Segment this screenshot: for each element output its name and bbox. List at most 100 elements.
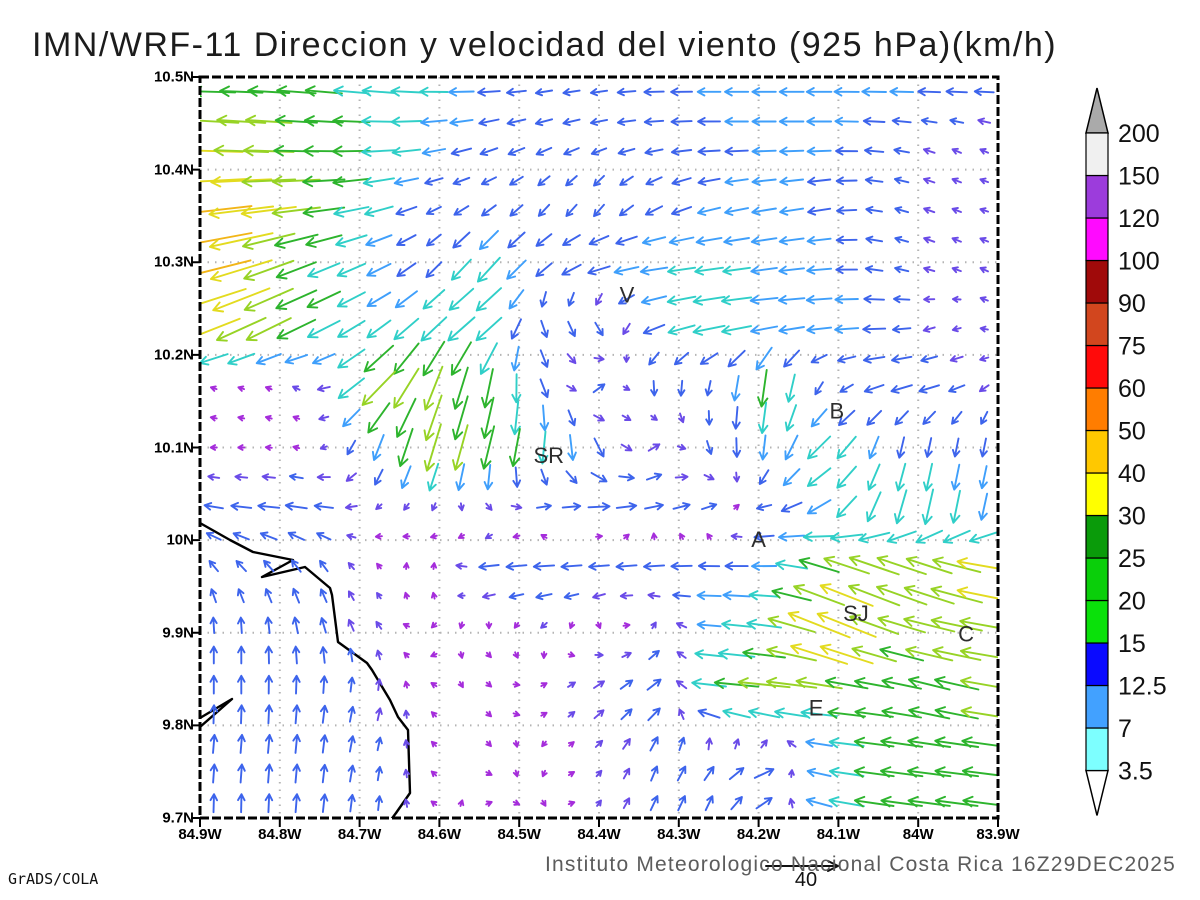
wind-arrow — [920, 355, 939, 364]
legend-over-arrow — [1085, 87, 1109, 134]
wind-arrow — [393, 177, 420, 187]
wind-arrow — [675, 621, 688, 629]
wind-arrow — [839, 383, 854, 393]
wind-arrow — [567, 800, 576, 807]
wind-arrow — [877, 615, 926, 634]
wind-arrow — [290, 559, 302, 573]
wind-arrow — [237, 674, 246, 695]
wind-arrow — [507, 231, 526, 249]
wind-arrow — [699, 352, 719, 365]
wind-arrow — [200, 259, 252, 275]
wind-arrow — [742, 647, 786, 660]
wind-arrow — [616, 117, 637, 126]
wind-arrow — [949, 117, 965, 126]
wind-arrow — [452, 231, 471, 249]
wind-arrow — [620, 443, 633, 452]
wind-arrow — [757, 401, 769, 434]
wind-arrow — [922, 410, 937, 425]
wind-arrow — [512, 532, 521, 540]
wind-arrow — [209, 674, 218, 695]
wind-arrow — [807, 435, 832, 460]
y-axis-label: 9.9N — [162, 624, 194, 642]
wind-arrow — [876, 584, 928, 606]
wind-arrow — [367, 402, 391, 434]
legend-box — [1085, 302, 1109, 347]
wind-arrow — [617, 147, 636, 156]
station-label: SJ — [843, 601, 869, 626]
wind-arrow — [622, 322, 631, 336]
wind-arrow — [923, 177, 936, 185]
wind-arrow — [861, 87, 887, 97]
wind-arrow — [650, 380, 659, 397]
wind-arrow — [753, 767, 775, 779]
y-axis-label: 10.1N — [153, 439, 194, 456]
wind-arrow — [704, 795, 714, 812]
wind-arrow — [508, 592, 525, 600]
wind-arrow — [889, 87, 915, 97]
wind-arrow — [951, 325, 962, 333]
wind-arrow — [905, 556, 953, 575]
wind-arrow — [814, 381, 824, 396]
wind-arrow — [922, 462, 934, 492]
wind-arrow — [979, 296, 989, 303]
wind-arrow — [200, 317, 241, 336]
wind-arrow — [951, 410, 963, 425]
wind-arrow — [979, 266, 989, 274]
wind-arrow — [264, 763, 274, 784]
wind-arrow — [646, 678, 662, 691]
wind-arrow — [854, 707, 894, 719]
wind-arrow — [595, 533, 603, 540]
legend-label: 15 — [1118, 630, 1146, 658]
wind-arrow — [541, 740, 548, 748]
wind-arrow — [894, 410, 909, 426]
wind-arrow — [593, 203, 605, 218]
wind-arrow — [402, 562, 410, 570]
wind-arrow — [893, 176, 910, 185]
legend-box — [1085, 387, 1109, 432]
wind-arrow — [457, 681, 464, 689]
wind-arrow — [647, 707, 661, 722]
wind-arrow — [422, 340, 446, 377]
wind-arrow — [917, 87, 942, 97]
wind-arrow — [347, 793, 356, 813]
wind-arrow — [783, 349, 801, 368]
wind-arrow — [703, 765, 715, 782]
wind-arrow — [284, 501, 308, 511]
wind-arrow — [756, 503, 773, 512]
wind-arrow — [476, 256, 501, 283]
wind-arrow — [668, 236, 695, 246]
wind-arrow — [713, 677, 760, 690]
wind-arrow — [242, 232, 296, 250]
wind-arrow — [666, 295, 697, 306]
wind-arrow — [751, 116, 777, 127]
wind-arrow — [291, 616, 300, 635]
wind-arrow — [956, 586, 998, 600]
wind-arrow — [485, 502, 493, 511]
wind-arrow — [650, 532, 658, 541]
wind-arrow — [746, 618, 782, 630]
wind-arrow — [697, 116, 721, 127]
wind-arrow — [375, 620, 383, 630]
wind-arrow — [643, 87, 665, 97]
wind-arrow — [313, 502, 334, 511]
wind-arrow — [403, 591, 410, 600]
wind-arrow — [243, 287, 294, 312]
wind-arrow — [423, 394, 443, 442]
wind-arrow — [893, 295, 911, 304]
wind-arrow — [366, 262, 392, 277]
wind-arrow — [396, 262, 417, 277]
wind-arrow — [457, 532, 465, 539]
wind-arrow — [536, 502, 552, 511]
wind-arrow — [455, 463, 466, 492]
wind-arrow — [784, 434, 799, 461]
wind-arrow — [539, 291, 548, 308]
wind-arrow — [209, 704, 219, 725]
y-axis-label: 10N — [166, 531, 194, 549]
wind-arrow — [366, 291, 392, 308]
wind-arrow — [647, 443, 661, 452]
legend-box — [1085, 472, 1109, 517]
wind-arrow — [257, 501, 281, 511]
wind-arrow — [960, 676, 998, 689]
wind-arrow — [890, 384, 913, 394]
wind-arrow — [588, 561, 610, 571]
